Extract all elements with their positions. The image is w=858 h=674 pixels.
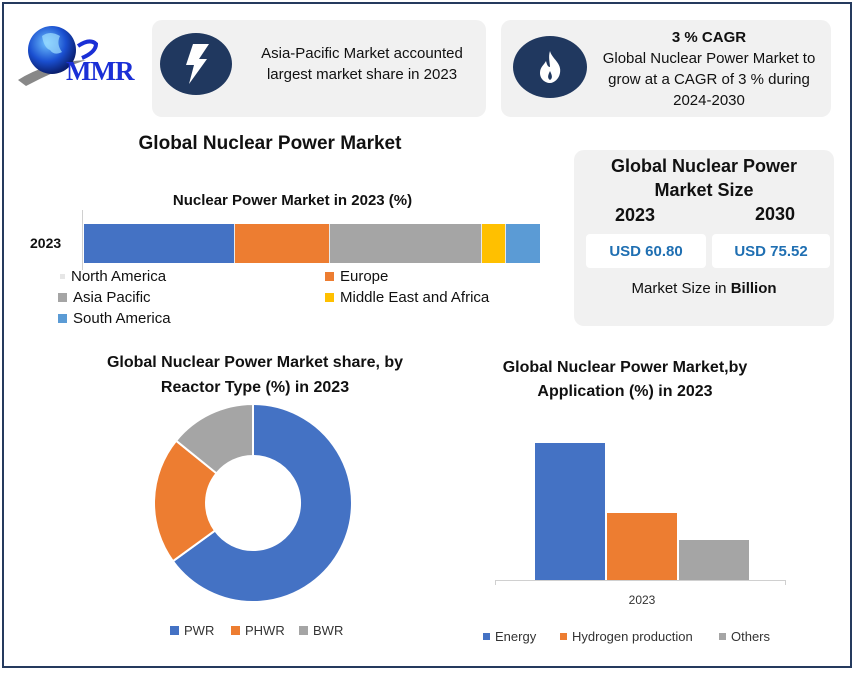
cagr-highlight-card: 3 % CAGR Global Nuclear Power Market to … (501, 20, 831, 117)
reactor-donut-chart (153, 402, 353, 603)
y-axis-line (82, 210, 83, 270)
infographic-frame (2, 2, 852, 668)
legend-middle-east-africa: Middle East and Africa (325, 289, 489, 306)
legend-north-america: North America (60, 268, 166, 285)
x-axis-line (495, 580, 785, 581)
segment-asia-pacific (330, 224, 482, 263)
logo-text: MMR (66, 56, 134, 86)
legend-bwr: BWR (299, 623, 343, 638)
donut-slice-phwr (153, 439, 218, 563)
legend-south-america: South America (58, 310, 171, 327)
region-card-line1: Asia-Pacific Market accounted (261, 45, 463, 62)
regional-y-label: 2023 (30, 235, 62, 251)
legend-energy: Energy (483, 629, 536, 644)
legend-phwr: PHWR (231, 623, 285, 638)
year-2023: 2023 (615, 205, 656, 225)
bar-energy (535, 443, 605, 580)
market-size-unit-note: Market Size in Billion (631, 280, 777, 297)
legend-hydrogen-production: Hydrogen production (560, 629, 693, 644)
year-2030: 2030 (755, 204, 796, 224)
reactor-chart-title: Global Nuclear Power Market share, by Re… (106, 354, 404, 396)
donut-slice-pwr (171, 402, 353, 603)
cagr-line1: Global Nuclear Power Market to (602, 50, 816, 67)
region-card-line2: largest market share in 2023 (266, 66, 458, 83)
market-size-title-2: Market Size (654, 180, 754, 200)
market-size-card: Global Nuclear Power Market Size 2023 20… (574, 150, 834, 326)
legend-swatch (60, 274, 65, 279)
cagr-line2: grow at a CAGR of 3 % during (608, 71, 810, 88)
regional-chart-title: Nuclear Power Market in 2023 (%) (172, 192, 413, 209)
segment-middle-east-africa (482, 224, 506, 263)
cagr-title: 3 % CAGR (671, 29, 747, 46)
legend-swatch (325, 272, 334, 281)
main-title: Global Nuclear Power Market (138, 133, 402, 154)
value-2023: USD 60.80 (586, 234, 706, 268)
bar-others (679, 540, 749, 580)
cagr-line3: 2024-2030 (673, 92, 745, 109)
segment-south-america (506, 224, 540, 263)
market-size-title-1: Global Nuclear Power (610, 156, 798, 176)
application-chart-title: Global Nuclear Power Market,by Applicati… (502, 359, 748, 400)
value-2030: USD 75.52 (712, 234, 830, 268)
segment-europe (235, 224, 330, 263)
legend-others: Others (719, 629, 770, 644)
x-tick-2023: 2023 (628, 593, 656, 607)
legend-asia-pacific: Asia Pacific (58, 289, 151, 306)
legend-swatch (325, 293, 334, 302)
segment-north-america (84, 224, 235, 263)
globe-icon (18, 26, 99, 86)
application-bar-chart (497, 380, 787, 580)
flame-icon (513, 36, 587, 98)
region-highlight-card: Asia-Pacific Market accounted largest ma… (152, 20, 486, 117)
donut-slice-bwr (174, 402, 254, 475)
legend-swatch (58, 314, 67, 323)
legend-swatch (58, 293, 67, 302)
mmr-logo: MMR (16, 22, 141, 92)
legend-europe: Europe (325, 268, 388, 285)
regional-stacked-bar (84, 224, 540, 263)
lightning-icon (160, 33, 232, 95)
legend-pwr: PWR (170, 623, 214, 638)
bar-hydrogen-production (607, 513, 677, 580)
